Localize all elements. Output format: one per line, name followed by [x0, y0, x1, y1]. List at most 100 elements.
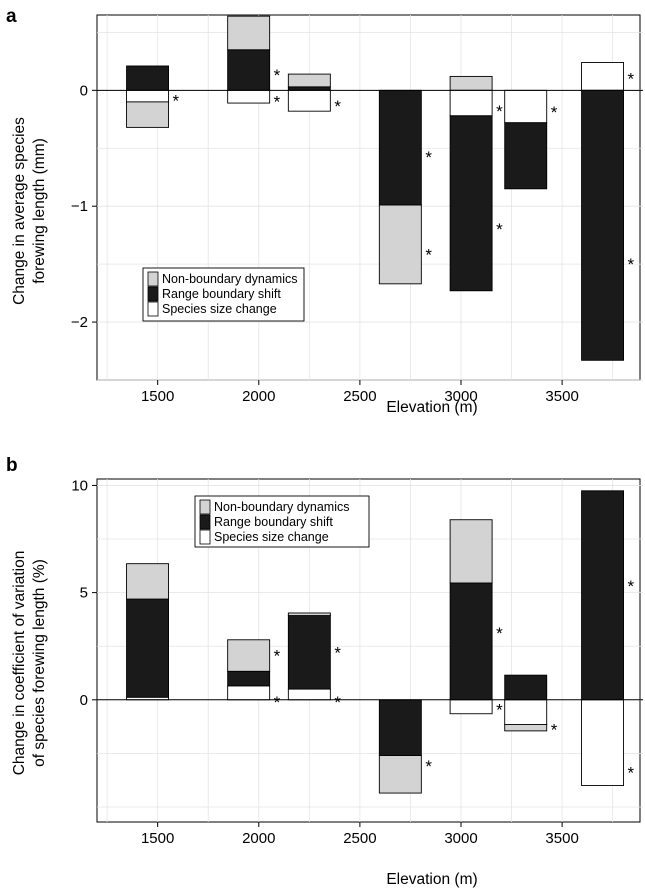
- bar-segment-range-boundary-shift: [449, 115, 493, 292]
- bar-segment-species-size-change: [227, 89, 271, 104]
- x-tick-label: 2500: [343, 830, 376, 847]
- legend-swatch-range-boundary: [147, 286, 159, 302]
- bar-segment-range-boundary-shift: [287, 86, 331, 91]
- x-tick-label: 2500: [343, 388, 376, 405]
- significance-asterisk: *: [425, 757, 432, 776]
- legend-label-size-change: Species size change: [214, 530, 329, 544]
- bar-segment-range-boundary-shift: [126, 65, 170, 91]
- legend-box: [194, 495, 370, 548]
- bar-segment-non-boundary-dynamics: [449, 519, 493, 584]
- significance-asterisk: *: [628, 255, 635, 274]
- x-tick-label: 3000: [444, 388, 477, 405]
- x-tick-label: 1500: [141, 388, 174, 405]
- significance-asterisk: *: [628, 764, 635, 783]
- bar-group-3700: **: [581, 62, 635, 361]
- significance-asterisk: *: [496, 624, 503, 643]
- x-tick-label: 2000: [242, 830, 275, 847]
- x-tick-label: 3000: [444, 830, 477, 847]
- y-tick-label: 0: [80, 82, 88, 99]
- bar-group-2700: **: [378, 89, 432, 285]
- legend-swatch-range-boundary: [199, 514, 211, 530]
- significance-asterisk: *: [274, 66, 281, 85]
- bar-group-2700: *: [378, 699, 432, 794]
- bar-segment-species-size-change: [449, 699, 493, 715]
- y-tick-label: −2: [71, 314, 88, 331]
- x-tick-label: 3500: [545, 830, 578, 847]
- legend-label-range-boundary: Range boundary shift: [214, 515, 333, 529]
- significance-asterisk: *: [496, 102, 503, 121]
- panel-b-y-axis-label: Change in coefficient of variation of sp…: [11, 551, 48, 776]
- bar-group-1950: **: [227, 15, 281, 112]
- y-tick-label: 10: [71, 477, 88, 494]
- significance-asterisk: *: [173, 91, 180, 110]
- bar-segment-range-boundary-shift: [504, 122, 548, 190]
- significance-asterisk: *: [274, 693, 281, 712]
- plot-frame: [96, 14, 641, 381]
- panel-b: b Change in coefficient of variation of …: [6, 455, 643, 888]
- significance-asterisk: *: [334, 97, 341, 116]
- bar-segment-range-boundary-shift: [126, 598, 170, 698]
- bar-group-2250: **: [287, 612, 341, 712]
- x-tick-label: 3500: [545, 388, 578, 405]
- y-tick-label: −1: [71, 198, 88, 215]
- panel-a: a Change in average species forewing len…: [6, 6, 643, 416]
- bar-segment-non-boundary-dynamics: [449, 75, 493, 91]
- bar-segment-range-boundary-shift: [581, 490, 625, 701]
- bar-segment-species-size-change: [449, 89, 493, 117]
- panel-b-label: b: [6, 455, 18, 476]
- bar-segment-non-boundary-dynamics: [287, 612, 331, 617]
- y-tick-label: 0: [80, 692, 88, 709]
- significance-asterisk: *: [334, 644, 341, 663]
- panel-b-ylabel-line2: of species forewing length (%): [31, 559, 48, 767]
- panel-b-ylabel-line1: Change in coefficient of variation: [11, 551, 28, 776]
- panel-a-x-axis-label: Elevation (m): [386, 399, 477, 416]
- panel-a-label: a: [6, 6, 17, 27]
- significance-asterisk: *: [551, 103, 558, 122]
- panel-a-legend: Non-boundary dynamics Range boundary shi…: [142, 267, 305, 322]
- bar-segment-species-size-change: [287, 688, 331, 701]
- legend-label-non-boundary: Non-boundary dynamics: [162, 272, 298, 286]
- bar-group-2250: *: [287, 73, 341, 116]
- legend-label-range-boundary: Range boundary shift: [162, 287, 281, 301]
- bar-segment-non-boundary-dynamics: [378, 204, 422, 285]
- bar-segment-non-boundary-dynamics: [378, 755, 422, 794]
- significance-asterisk: *: [425, 246, 432, 265]
- bar-segment-range-boundary-shift: [378, 699, 422, 756]
- significance-asterisk: *: [274, 647, 281, 666]
- panel-a-ylabel-line1: Change in average species: [11, 117, 28, 305]
- panel-a-y-axis-label: Change in average species forewing lengt…: [11, 117, 48, 305]
- bar-segment-non-boundary-dynamics: [227, 15, 271, 51]
- bar-segment-species-size-change: [504, 699, 548, 725]
- significance-asterisk: *: [628, 69, 635, 88]
- bar-group-1450: *: [126, 65, 180, 128]
- bar-segment-range-boundary-shift: [504, 674, 548, 701]
- y-tick-label: 5: [80, 585, 88, 602]
- bar-segment-range-boundary-shift: [378, 89, 422, 206]
- bar-segment-range-boundary-shift: [581, 89, 625, 361]
- bar-segment-non-boundary-dynamics: [126, 101, 170, 128]
- significance-asterisk: *: [334, 693, 341, 712]
- significance-asterisk: *: [496, 700, 503, 719]
- legend-label-non-boundary: Non-boundary dynamics: [214, 500, 350, 514]
- significance-asterisk: *: [425, 148, 432, 167]
- bar-segment-non-boundary-dynamics: [287, 73, 331, 88]
- bar-group-3050: **: [449, 519, 503, 719]
- legend-swatch-non-boundary: [199, 499, 211, 515]
- bar-segment-range-boundary-shift: [449, 582, 493, 701]
- significance-asterisk: *: [628, 577, 635, 596]
- bar-segment-species-size-change: [581, 62, 625, 91]
- bar-segment-range-boundary-shift: [227, 670, 271, 687]
- bar-group-3050: **: [449, 75, 503, 292]
- x-tick-label: 2000: [242, 388, 275, 405]
- bar-group-1450: [126, 563, 170, 701]
- legend-label-size-change: Species size change: [162, 302, 277, 316]
- bar-group-3320: *: [504, 674, 558, 740]
- bar-segment-range-boundary-shift: [287, 615, 331, 690]
- bar-segment-range-boundary-shift: [227, 49, 271, 91]
- panel-b-x-axis-label: Elevation (m): [386, 871, 477, 888]
- bar-group-1950: **: [227, 639, 281, 712]
- legend-swatch-size-change: [199, 529, 211, 545]
